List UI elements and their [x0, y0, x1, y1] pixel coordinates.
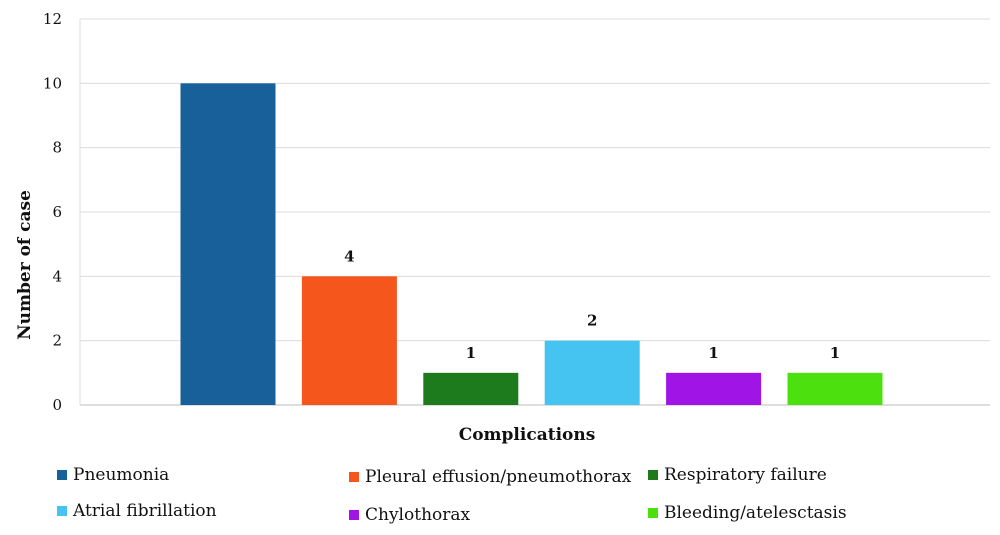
y-tick-label: 8: [52, 139, 62, 157]
bar-bleeding-atelesctasis: [787, 372, 883, 405]
bars: [180, 83, 883, 405]
data-label: 4: [344, 247, 354, 265]
y-tick-label: 6: [52, 203, 62, 221]
y-tick-label: 10: [43, 74, 62, 92]
data-label: 1: [466, 344, 476, 362]
data-label: 2: [587, 312, 597, 330]
data-labels: 4 1 2 1 1: [344, 247, 840, 362]
y-tick-label: 2: [52, 332, 62, 350]
y-axis-ticks: 0 2 4 6 8 10 12: [43, 10, 62, 414]
bar-respiratory-failure: [423, 372, 519, 405]
bar-atrial-fibrillation: [544, 340, 640, 405]
data-label: 1: [830, 344, 840, 362]
y-tick-label: 12: [43, 10, 62, 28]
y-tick-label: 0: [52, 396, 62, 414]
bar-pneumonia: [180, 83, 276, 405]
x-axis-title: Complications: [459, 425, 596, 445]
data-label: 1: [708, 344, 718, 362]
bar-chylothorax: [666, 372, 762, 405]
y-tick-label: 4: [52, 267, 62, 285]
y-axis-title: Number of case: [15, 190, 35, 340]
bar-pleural-effusion-pneumothorax: [301, 276, 397, 405]
